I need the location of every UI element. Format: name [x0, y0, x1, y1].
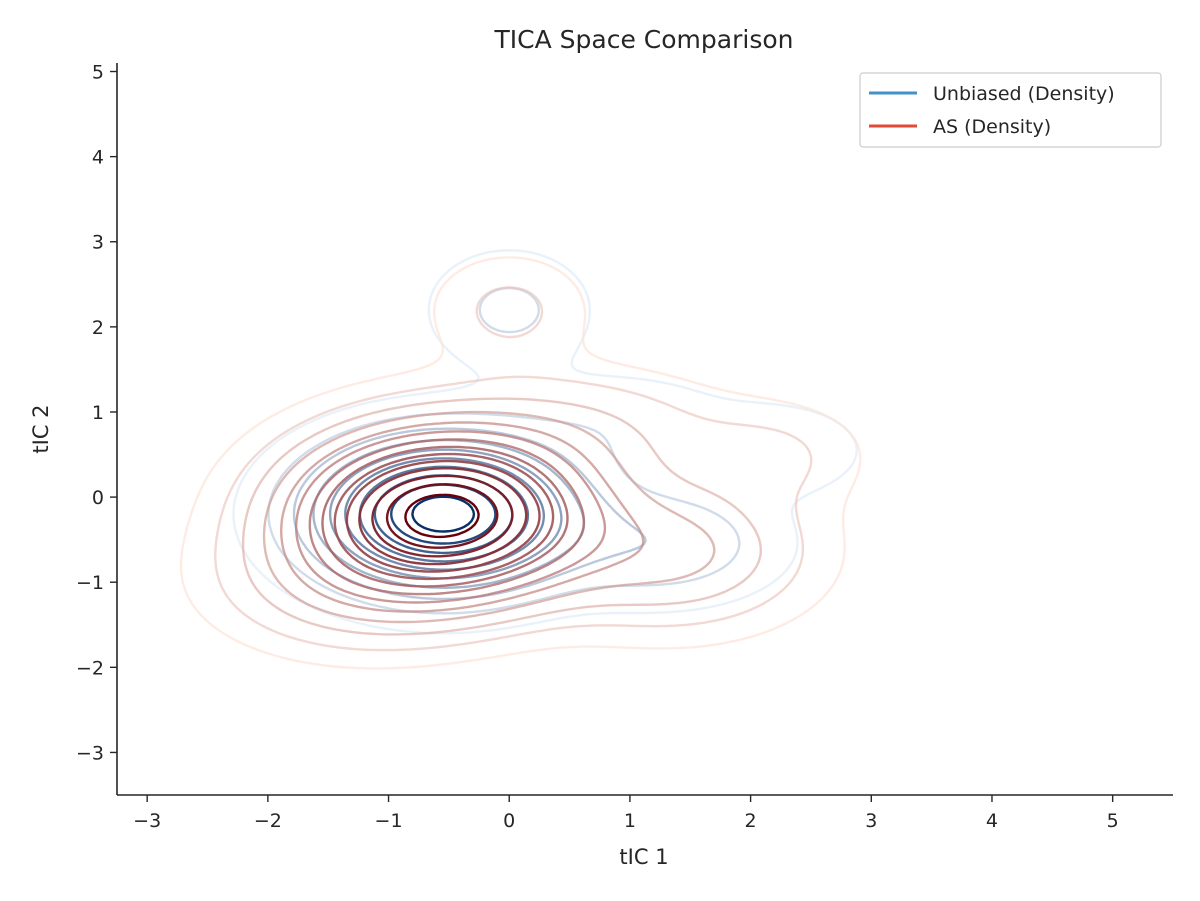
x-tick-label: −2: [254, 810, 282, 832]
contour-line: [385, 483, 499, 549]
y-tick-label: −3: [76, 742, 104, 764]
chart-title: TICA Space Comparison: [494, 25, 794, 54]
contour-line: [321, 445, 569, 588]
contour-layer: [179, 249, 862, 670]
y-ticks: −3 −2 −1 0 1 2 3 4 5: [76, 62, 117, 764]
x-tick-label: 3: [865, 810, 877, 832]
contour-line: [358, 467, 528, 566]
x-tick-label: −1: [375, 810, 403, 832]
y-tick-label: −2: [76, 657, 104, 679]
contour-line: [214, 286, 813, 652]
y-tick-label: 2: [92, 317, 104, 339]
x-tick-label: 1: [624, 810, 636, 832]
x-tick-label: 5: [1107, 810, 1119, 832]
y-axis-title: tIC 2: [29, 404, 53, 453]
contour-line: [308, 438, 586, 596]
contour-line: [411, 495, 476, 533]
x-tick-label: 0: [503, 810, 515, 832]
x-tick-label: 4: [986, 810, 998, 832]
contour-series-1: [179, 256, 862, 670]
y-tick-label: 1: [92, 402, 104, 424]
contour-line: [262, 410, 716, 624]
legend-label-as: AS (Density): [933, 116, 1051, 138]
x-ticks: −3 −2 −1 0 1 2 3 4 5: [133, 795, 1119, 832]
contour-line: [404, 493, 480, 539]
contour-line: [295, 430, 607, 604]
y-tick-label: 5: [92, 62, 104, 84]
y-tick-label: −1: [76, 572, 104, 594]
contour-line: [232, 249, 858, 635]
contour-line: [241, 397, 762, 636]
legend-box: [859, 72, 1162, 148]
contour-line: [179, 256, 862, 670]
y-tick-label: 0: [92, 487, 104, 509]
legend-label-unbiased: Unbiased (Density): [933, 83, 1115, 105]
y-tick-label: 3: [92, 232, 104, 254]
x-tick-label: −3: [133, 810, 161, 832]
contour-line: [280, 421, 645, 613]
legend: Unbiased (Density) AS (Density): [859, 72, 1162, 148]
axes: −3 −2 −1 0 1 2 3 4 5 −3 −2 −1 0 1 2 3 4 5: [76, 62, 1173, 832]
x-axis-title: tIC 1: [619, 845, 668, 869]
y-tick-label: 4: [92, 147, 104, 169]
x-tick-label: 2: [745, 810, 757, 832]
contour-line: [345, 459, 541, 573]
contour-line: [344, 457, 545, 571]
contour-line: [333, 452, 555, 581]
contour-line: [371, 474, 514, 558]
